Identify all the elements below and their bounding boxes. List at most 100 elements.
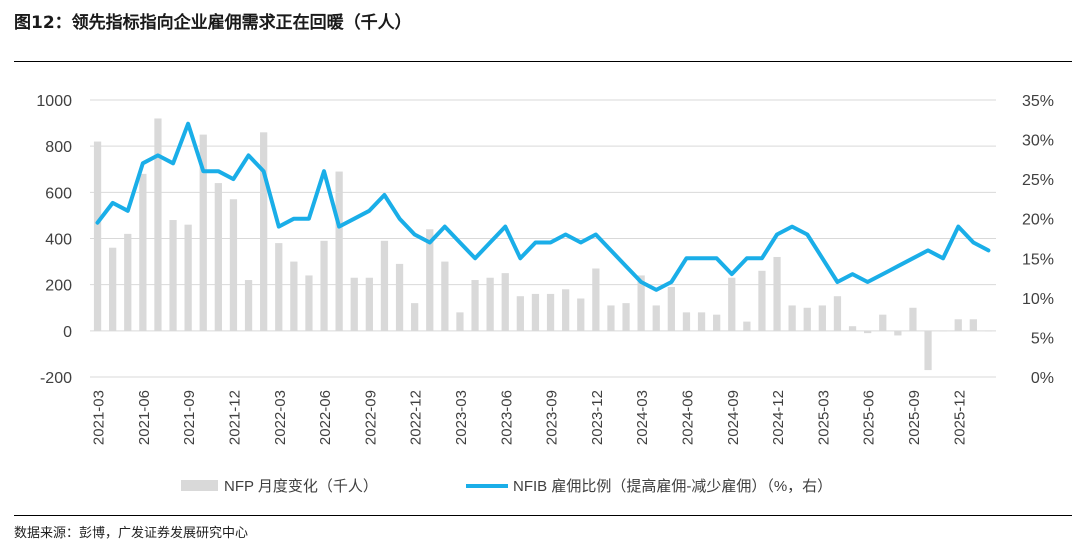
x-tick-label: 2021-09: [181, 390, 198, 445]
x-tick-label: 2023-06: [498, 390, 515, 445]
nfp-bar: [139, 173, 147, 331]
legend-bar-swatch: [181, 480, 218, 491]
x-tick-label: 2025-06: [861, 390, 878, 445]
nfp-bar: [275, 243, 283, 331]
x-tick-label: 2025-12: [951, 390, 968, 445]
left-tick-label: 1000: [36, 93, 72, 110]
right-tick-label: 10%: [1022, 291, 1054, 308]
left-tick-label: 600: [45, 185, 72, 202]
nfp-bar: [531, 293, 540, 331]
nfp-bar: [758, 270, 766, 331]
nfp-bar: [124, 233, 132, 331]
nfp-bar: [350, 277, 358, 331]
x-axis-ticks: 2021-03 2021-06 2021-09 2021-12 2022-03 2022-…: [91, 390, 969, 445]
x-tick-label: 2022-09: [362, 390, 379, 445]
nfp-bar: [516, 296, 524, 331]
left-tick-label: 400: [45, 232, 72, 249]
nfp-bar: [471, 280, 479, 331]
nfp-bar: [833, 296, 842, 331]
nfp-bar: [214, 183, 222, 331]
left-tick-label: 200: [45, 278, 72, 295]
legend-line-label: NFIB 雇佣比例（提高雇佣-减少雇佣）（%，右）: [513, 478, 832, 495]
left-tick-label: 800: [45, 139, 72, 156]
nfp-bar: [441, 261, 449, 331]
nfp-bar: [728, 277, 736, 331]
chart-title: 图12：领先指标指向企业雇佣需求正在回暖（千人）: [14, 13, 412, 33]
nfp-bar: [939, 330, 947, 332]
nfp-bar: [577, 298, 585, 331]
x-tick-label: 2024-12: [770, 390, 787, 445]
nfp-bar: [652, 305, 660, 331]
x-tick-label: 2024-09: [725, 390, 742, 445]
nfp-bar: [592, 268, 600, 331]
top-rule: [14, 61, 1072, 62]
nfp-bar: [607, 305, 615, 331]
nfp-bar: [199, 134, 207, 331]
right-tick-label: 35%: [1022, 93, 1054, 110]
x-tick-label: 2022-06: [317, 390, 334, 445]
nfp-bar: [697, 312, 706, 331]
nfp-bar: [818, 305, 826, 331]
nfp-bar: [788, 305, 796, 331]
nfp-bar: [803, 307, 811, 331]
nfp-bar: [984, 330, 993, 332]
left-tick-label: 0: [63, 324, 72, 341]
right-tick-label: 25%: [1022, 172, 1054, 189]
nfp-bar: [546, 293, 555, 331]
nfp-bar: [743, 321, 751, 331]
nfp-bar: [562, 289, 570, 331]
nfp-bar: [154, 118, 162, 331]
nfp-bar: [864, 330, 872, 334]
nfp-bar: [260, 132, 268, 331]
nfp-bar: [305, 275, 313, 331]
nfp-bar: [411, 303, 419, 331]
nfp-bar: [290, 261, 298, 331]
bottom-rule: [14, 515, 1072, 516]
x-tick-label: 2021-03: [91, 390, 108, 445]
legend-bar-label: NFP 月度变化（千人）: [224, 478, 378, 495]
nfp-bar: [395, 263, 404, 331]
nfp-bar: [426, 229, 434, 331]
source-note: 数据来源：彭博，广发证券发展研究中心: [14, 526, 249, 541]
nfp-bar: [501, 273, 509, 331]
nfp-bar: [894, 330, 902, 336]
nfp-bar: [848, 326, 857, 331]
nfp-bar: [909, 307, 917, 331]
nfp-bar: [244, 280, 253, 331]
nfp-bar: [320, 240, 328, 331]
nfp-bar: [622, 303, 630, 331]
right-tick-label: 30%: [1022, 133, 1054, 150]
x-tick-label: 2025-03: [815, 390, 832, 445]
nfp-bar: [682, 312, 691, 331]
right-tick-label: 20%: [1022, 212, 1054, 229]
right-tick-label: 5%: [1031, 330, 1054, 347]
right-tick-label: 0%: [1031, 370, 1054, 387]
nfp-bar: [969, 319, 977, 331]
nfp-bar: [486, 277, 494, 331]
x-tick-label: 2025-09: [906, 390, 923, 445]
legend: NFP 月度变化（千人） NFIB 雇佣比例（提高雇佣-减少雇佣）（%，右）: [181, 478, 832, 495]
nfp-bar: [184, 224, 192, 331]
nfib-line: [95, 121, 991, 292]
nfp-bar: [335, 171, 343, 331]
gridlines: [90, 99, 996, 378]
x-tick-label: 2021-12: [226, 390, 243, 445]
nfp-bar: [879, 314, 887, 331]
x-tick-label: 2023-09: [544, 390, 561, 445]
nfp-bar: [954, 319, 962, 331]
nfp-bar: [380, 240, 389, 331]
nfp-bars: [93, 118, 993, 371]
x-tick-label: 2022-03: [272, 390, 289, 445]
x-tick-label: 2023-12: [589, 390, 606, 445]
left-axis-ticks: -200 0 200 400 600 800 1000: [36, 93, 72, 387]
nfp-bar: [773, 256, 781, 331]
right-axis-ticks: 0% 5% 10% 15% 20% 25% 30% 35%: [1022, 93, 1054, 387]
nfp-bar: [365, 277, 373, 331]
nfp-bar: [456, 312, 464, 331]
nfp-bar: [109, 247, 117, 331]
left-tick-label: -200: [40, 370, 72, 387]
nfp-bar: [713, 314, 721, 331]
x-tick-label: 2021-06: [136, 390, 153, 445]
nfp-bar: [667, 286, 675, 331]
nfp-bar: [924, 330, 932, 371]
